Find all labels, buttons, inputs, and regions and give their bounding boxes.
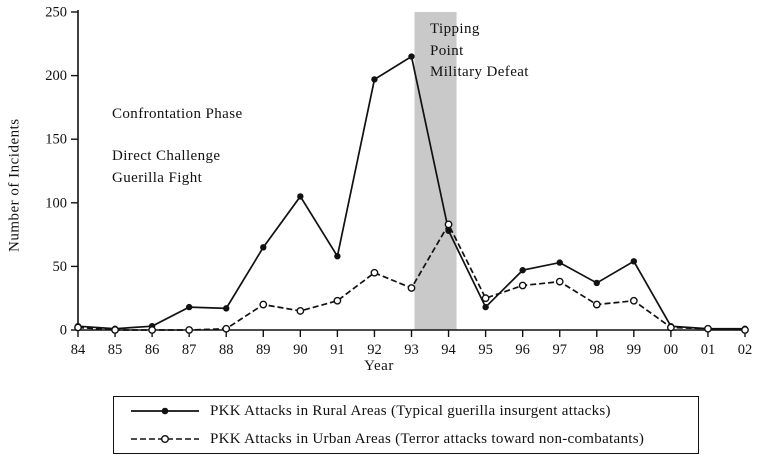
x-tick-label: 93 [404, 342, 419, 355]
y-axis-title: Number of Incidents [6, 118, 23, 252]
urban-data-point [407, 284, 416, 292]
x-axis-title: Year [364, 358, 394, 374]
x-tick-label: 96 [515, 342, 530, 355]
y-tick-label: 100 [45, 195, 67, 211]
rural-data-point [519, 267, 526, 274]
urban-data-point [259, 300, 268, 309]
urban-data-point [185, 326, 194, 334]
annotation-confrontation-phase: Confrontation Phase [112, 106, 243, 122]
urban-series-line [77, 222, 746, 331]
x-tick-label: 95 [478, 342, 493, 355]
rural-data-point [482, 303, 489, 311]
rural-data-point [593, 279, 600, 287]
rural-data-point [185, 303, 193, 311]
x-tick-label: 01 [701, 342, 716, 355]
annotation-tipping-line2: Point [430, 42, 464, 59]
x-tick-label: 98 [590, 342, 605, 355]
urban-data-point [296, 307, 305, 315]
urban-data-point [74, 323, 82, 332]
annotation-guerilla-fight: Guerilla Fight [112, 170, 203, 186]
urban-data-point [704, 324, 712, 333]
x-tick-label: 90 [293, 342, 308, 355]
urban-data-point [555, 277, 564, 286]
urban-data-point [666, 323, 675, 332]
x-tick-label: 91 [330, 342, 345, 355]
legend-item-urban: PKK Attacks in Urban Areas (Terror attac… [128, 427, 698, 452]
legend-item-rural: PKK Attacks in Rural Areas (Typical guer… [128, 399, 698, 424]
x-tick-label: 89 [256, 342, 271, 355]
y-tick-label: 50 [53, 259, 68, 275]
legend: PKK Attacks in Rural Areas (Typical guer… [113, 396, 699, 454]
legend-label-rural: PKK Attacks in Rural Areas (Typical guer… [210, 402, 611, 419]
rural-data-point [223, 305, 230, 312]
annotation-tipping-line1: Tipping [430, 21, 480, 37]
y-tick-label: 250 [45, 5, 67, 21]
rural-data-point [297, 193, 304, 200]
urban-data-point [222, 324, 231, 333]
x-tick-label: 92 [367, 342, 382, 355]
rural-data-point [630, 258, 638, 265]
urban-data-point [481, 294, 490, 303]
x-tick-label: 88 [219, 342, 234, 355]
y-tick-label: 200 [45, 68, 67, 84]
urban-data-point [444, 220, 453, 229]
legend-label-urban: PKK Attacks in Urban Areas (Terror attac… [210, 430, 645, 447]
x-tick-label: 02 [738, 342, 753, 355]
x-tick-label: 99 [627, 342, 642, 355]
urban-series-sample-icon [131, 435, 199, 443]
urban-data-point [370, 268, 379, 277]
urban-data-point [148, 326, 157, 334]
urban-data-point [518, 281, 527, 290]
x-tick-label: 86 [145, 342, 160, 355]
rural-data-point [371, 76, 378, 83]
y-tick-label: 0 [60, 323, 67, 339]
x-tick-label: 87 [182, 342, 197, 355]
urban-data-point [741, 326, 749, 334]
rural-data-point [408, 53, 415, 60]
rural-data-point [260, 244, 267, 251]
rural-data-point [556, 259, 563, 266]
urban-data-point [592, 300, 601, 309]
rural-data-point [334, 253, 341, 260]
x-tick-label: 94 [441, 342, 456, 355]
urban-data-point [111, 326, 119, 334]
urban-data-point [333, 296, 342, 305]
x-tick-label: 00 [664, 342, 679, 355]
y-tick-label: 150 [45, 132, 67, 148]
chart-svg: 0 50 100 150 200 250 84 85 86 87 88 89 90 91 92 93 94 95 9… [45, 5, 753, 359]
rural-series-sample-icon [131, 407, 199, 415]
annotation-direct-challenge: Direct Challenge [112, 148, 221, 164]
annotation-tipping-point: Tipping Point Military Defeat [430, 19, 529, 84]
x-tick-label: 97 [552, 342, 567, 355]
x-tick-label: 85 [108, 342, 123, 355]
urban-data-point [629, 296, 638, 305]
annotation-tipping-line3: Military Defeat [430, 64, 529, 80]
x-tick-label: 84 [71, 342, 86, 355]
